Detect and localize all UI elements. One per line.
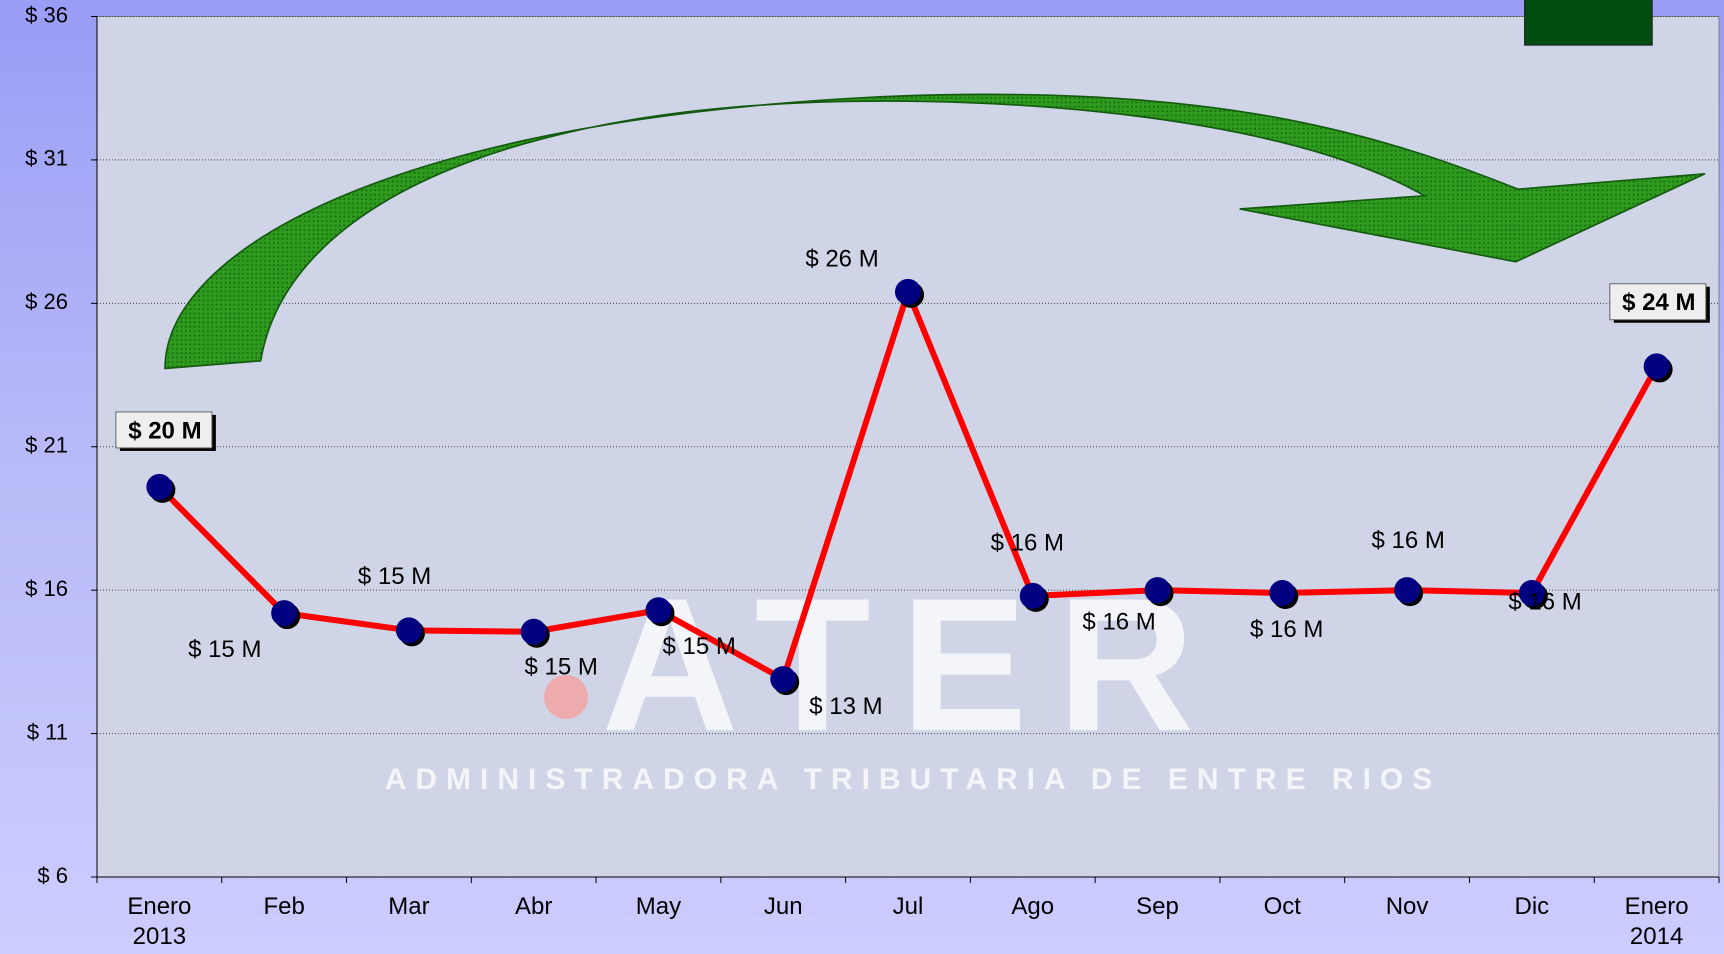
marker: [1394, 577, 1421, 604]
value-label: $ 16 M: [1082, 609, 1155, 636]
x-tick-label: Oct: [1263, 893, 1301, 920]
y-tick-label: $ 36: [25, 2, 68, 27]
marker: [1643, 353, 1670, 380]
value-label: $ 16 M: [1371, 527, 1444, 554]
arrow: [164, 0, 1706, 370]
value-label: $ 26 M: [805, 245, 878, 272]
x-tick-label: Abr: [515, 893, 553, 920]
marker: [645, 597, 672, 624]
marker: [770, 666, 797, 693]
marker: [146, 473, 173, 500]
value-label: $ 24 M: [1622, 289, 1695, 316]
x-tick-label: Nov: [1385, 893, 1429, 920]
label-box: [1609, 283, 1707, 321]
label-box: [115, 411, 213, 449]
y-tick-label: $ 16: [25, 576, 68, 601]
y-tick-label: $ 26: [25, 289, 68, 314]
y-tick-label: $ 6: [37, 863, 68, 888]
value-label: $ 16 M: [991, 530, 1064, 557]
y-tick-label: $ 21: [25, 433, 68, 458]
marker: [1019, 582, 1046, 609]
value-label: $ 20 M: [128, 417, 201, 444]
marker: [395, 617, 422, 644]
value-label: $ 15 M: [188, 636, 261, 663]
watermark-text: ADMINISTRADORA TRIBUTARIA DE ENTRE RIOS: [385, 763, 1442, 796]
watermark-dot: [544, 675, 588, 719]
legend-box: [1524, 0, 1653, 46]
x-tick-label: May: [635, 893, 682, 920]
x-tick-label: Jun: [763, 893, 803, 920]
value-label: $ 16 M: [1250, 616, 1323, 643]
x-tick-label: Mar: [388, 893, 430, 920]
x-tick-label: Jul: [892, 893, 924, 920]
watermark: ATER ADMINISTRADORA TRIBUTARIA DE ENTRE …: [385, 559, 1442, 796]
x-tick-label: Sep: [1136, 893, 1179, 920]
marker: [520, 618, 547, 645]
value-label: $ 15 M: [662, 633, 735, 660]
marker: [1144, 577, 1171, 604]
y-tick-label: $ 11: [27, 719, 68, 744]
value-label: $ 15 M: [358, 563, 431, 590]
marker: [1269, 580, 1296, 607]
series: $ 20 M $ 15 M $ 15 M $ 15 M $ 15 M $ 13 M $ 26…: [115, 245, 1710, 720]
marker: [1518, 580, 1545, 607]
x-tick-label: Enero 2014: [1624, 893, 1689, 950]
marker: [895, 278, 921, 305]
value-label: $ 15 M: [525, 653, 598, 680]
y-tick-label: $ 31: [25, 146, 68, 171]
x-tick-label: Feb: [263, 893, 305, 920]
marker: [271, 600, 298, 627]
x-tick-label: Ago: [1011, 893, 1055, 920]
x-tick-label: Dic: [1514, 893, 1550, 920]
curved-arrow: [164, 93, 1706, 370]
value-label: $ 13 M: [809, 693, 882, 720]
x-tick-label: Enero 2013: [127, 893, 192, 950]
value-label: $ 16 M: [1508, 588, 1581, 615]
